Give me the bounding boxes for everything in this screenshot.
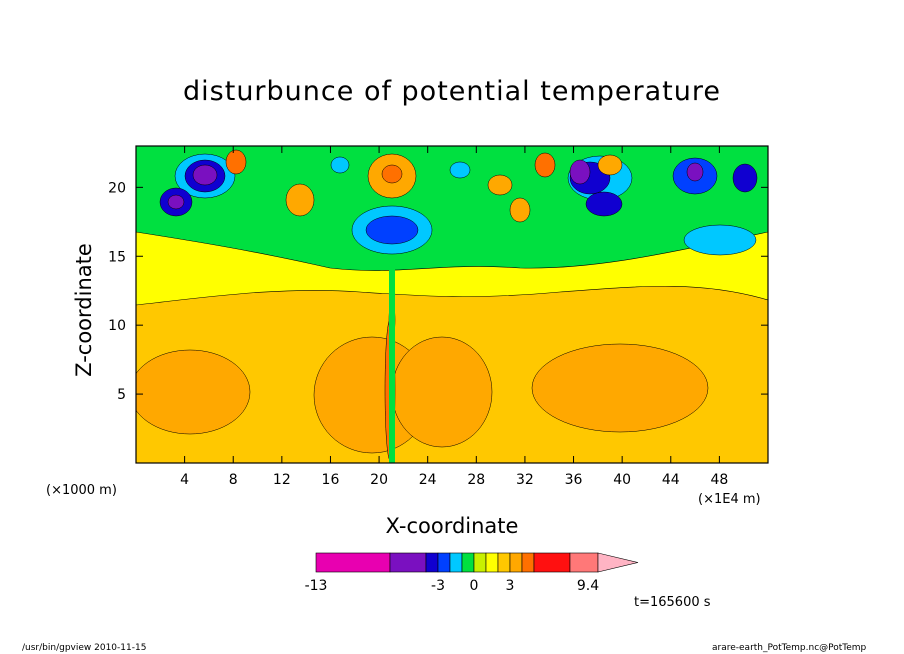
x-tick-label: 48	[710, 472, 728, 488]
colorbar-swatch	[485, 552, 499, 573]
x-unit-left: (×1000 m)	[46, 483, 117, 498]
x-tick-label: 40	[613, 472, 631, 488]
footer-right: arare-earth_PotTemp.nc@PotTemp	[712, 643, 867, 653]
contour-field	[136, 146, 768, 463]
x-unit-right: (×1E4 m)	[698, 492, 761, 507]
contour-blob	[285, 183, 315, 217]
chart-title: disturbunce of potential temperature	[183, 76, 721, 107]
x-axis: 4 8 12 16 20 24 28 32 36 40 44 48	[180, 146, 728, 488]
central-column	[389, 255, 395, 463]
y-tick-label: 10	[108, 318, 126, 334]
contour-blob	[487, 174, 513, 196]
contour-blob	[330, 156, 350, 174]
colorbar-swatch	[437, 552, 451, 573]
plot-frame	[135, 145, 769, 464]
contour-blob	[569, 159, 591, 185]
contour-blob	[192, 164, 218, 186]
contour-blob	[534, 152, 556, 178]
footer-left: /usr/bin/gpview 2010-11-15	[22, 643, 147, 653]
x-tick-label: 24	[419, 472, 437, 488]
colorbar-swatch	[533, 552, 571, 573]
colorbar-swatch	[389, 552, 427, 573]
x-tick-label: 44	[662, 472, 680, 488]
colorbar-tick-label: -13	[305, 578, 328, 594]
colorbar-swatch	[473, 552, 487, 573]
x-tick-label: 28	[467, 472, 485, 488]
contour-blob	[732, 163, 758, 193]
x-axis-label: X-coordinate	[385, 514, 519, 538]
y-axis: 5 10 15 20	[108, 180, 768, 403]
colorbar-swatch	[425, 552, 439, 573]
y-axis-label: Z-coordinate	[72, 243, 96, 377]
contour-blob	[686, 162, 704, 182]
x-tick-label: 12	[273, 472, 291, 488]
contour-blob	[509, 197, 531, 223]
x-tick-label: 20	[370, 472, 388, 488]
contour-blob	[531, 343, 709, 433]
colorbar-swatch	[461, 552, 475, 573]
colorbar-tick-label: -3	[431, 578, 445, 594]
y-tick-label: 5	[117, 387, 126, 403]
contour-blob	[136, 349, 251, 435]
contour-blob	[391, 336, 493, 448]
time-label: t=165600 s	[634, 595, 711, 610]
colorbar-swatch	[449, 552, 463, 573]
contour-blob	[585, 191, 623, 217]
colorbar-swatch	[509, 552, 523, 573]
contour-blob	[365, 215, 419, 245]
colorbar-tick-label: 3	[506, 578, 515, 594]
colorbar-tick-label: 0	[470, 578, 479, 594]
colorbar-swatch	[315, 552, 391, 573]
contour-blob	[225, 149, 247, 175]
x-tick-label: 4	[180, 472, 189, 488]
x-tick-label: 8	[229, 472, 238, 488]
y-tick-label: 20	[108, 180, 126, 196]
colorbar-arrow	[597, 552, 639, 573]
colorbar-swatch	[569, 552, 599, 573]
x-tick-label: 16	[322, 472, 340, 488]
colorbar-swatch	[521, 552, 535, 573]
contour-blob	[683, 224, 757, 256]
colorbar-tick-label: 9.4	[577, 578, 599, 594]
contour-blob	[381, 164, 403, 184]
contour-blob	[449, 161, 471, 179]
colorbar: -13 -3 0 3 9.4	[305, 552, 639, 594]
x-tick-label: 32	[516, 472, 534, 488]
contour-blob	[167, 194, 185, 210]
contour-blob	[597, 154, 623, 176]
y-tick-label: 15	[108, 249, 126, 265]
x-tick-label: 36	[565, 472, 583, 488]
colorbar-swatch	[497, 552, 511, 573]
